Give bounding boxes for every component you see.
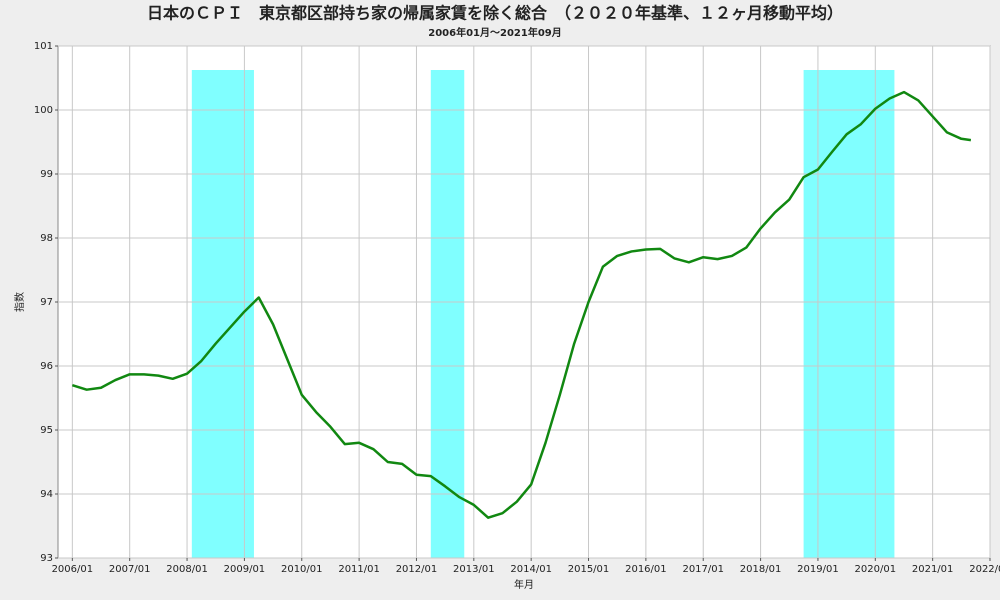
x-tick-label: 2015/01 (568, 564, 610, 575)
x-tick-label: 2014/01 (510, 564, 552, 575)
x-tick-label: 2017/01 (682, 564, 724, 575)
y-tick-label: 99 (40, 169, 53, 180)
y-axis-label: 指数 (13, 292, 26, 312)
x-tick-label: 2010/01 (281, 564, 323, 575)
x-tick-label: 2020/01 (855, 564, 897, 575)
shaded-period (803, 70, 895, 558)
y-tick-label: 96 (40, 361, 53, 372)
x-tick-label: 2019/01 (797, 564, 839, 575)
x-tick-label: 2008/01 (166, 564, 208, 575)
y-tick-label: 95 (40, 425, 53, 436)
y-tick-label: 100 (34, 105, 53, 116)
x-tick-label: 2006/01 (52, 564, 94, 575)
chart-subtitle: 2006年01月～2021年09月 (428, 26, 562, 39)
y-tick-label: 93 (40, 553, 53, 564)
y-tick-label: 98 (40, 233, 53, 244)
y-tick-label: 101 (34, 41, 53, 52)
y-tick-label: 97 (40, 297, 53, 308)
x-tick-label: 2007/01 (109, 564, 151, 575)
x-axis-label: 年月 (514, 578, 534, 591)
shaded-period (430, 70, 465, 558)
x-tick-label: 2009/01 (224, 564, 266, 575)
chart-title: 日本のＣＰＩ 東京都区部持ち家の帰属家賃を除く総合 （２０２０年基準、１２ヶ月移… (147, 4, 843, 23)
y-tick-label: 94 (40, 489, 53, 500)
x-tick-label: 2012/01 (396, 564, 438, 575)
x-tick-label: 2013/01 (453, 564, 495, 575)
x-tick-label: 2021/01 (912, 564, 954, 575)
data-line (71, 90, 972, 519)
x-tick-label: 2022/01 (969, 564, 1000, 575)
x-tick-label: 2016/01 (625, 564, 667, 575)
x-tick-label: 2011/01 (338, 564, 380, 575)
x-tick-label: 2018/01 (740, 564, 782, 575)
